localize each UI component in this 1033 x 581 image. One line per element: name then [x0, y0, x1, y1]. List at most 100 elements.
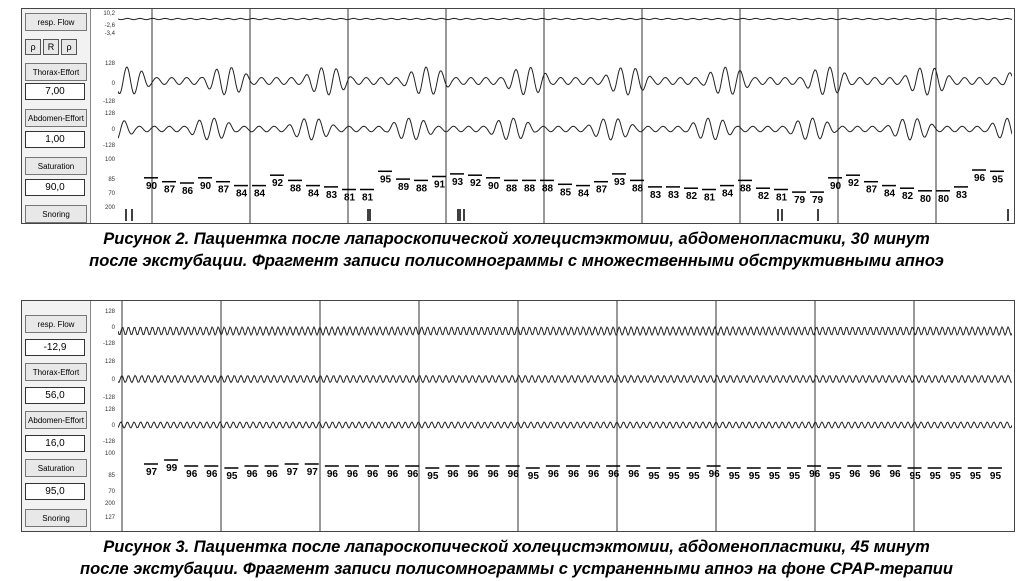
caption-line: Рисунок 2. Пациентка после лапароскопиче…: [103, 230, 930, 248]
saturation-value: 96: [467, 469, 479, 480]
scale-tick-label: -128: [102, 143, 115, 149]
signal-trace-resp-flow: [118, 17, 1012, 21]
saturation-value: 80: [920, 194, 932, 205]
channel-label-snoring[interactable]: Snoring: [25, 509, 87, 527]
channel-label-abdomen[interactable]: Abdomen-Effort: [25, 411, 87, 429]
saturation-value: 82: [758, 191, 770, 202]
polysomnogram-panel-1: resp. Flow ρ R ρ Thorax-Effort 7,00 Abdo…: [21, 8, 1015, 224]
saturation-value: 96: [367, 469, 379, 480]
saturation-value: 96: [407, 469, 419, 480]
scale-tick-label: 0: [111, 423, 115, 429]
figure-3-caption: Рисунок 3. Пациентка после лапароскопиче…: [0, 536, 1033, 580]
saturation-value: 97: [287, 467, 299, 478]
saturation-value: 95: [829, 471, 841, 482]
saturation-value: 96: [387, 469, 399, 480]
channel-label-abdomen[interactable]: Abdomen-Effort: [25, 109, 87, 127]
saturation-value: 96: [347, 469, 359, 480]
saturation-value: 81: [362, 193, 374, 204]
saturation-value: 90: [200, 181, 212, 192]
toolbar-1: ρ R ρ: [25, 39, 77, 55]
scale-tick-label: 128: [104, 309, 115, 315]
saturation-value: 96: [889, 469, 901, 480]
scale-tick-label: 85: [108, 177, 115, 183]
value-thorax: 56,0: [25, 387, 85, 404]
saturation-value: 88: [740, 183, 752, 194]
saturation-value: 96: [608, 469, 620, 480]
reset-button[interactable]: R: [43, 39, 59, 55]
saturation-value: 95: [226, 471, 238, 482]
saturation-value: 96: [267, 469, 279, 480]
saturation-value: 95: [910, 471, 922, 482]
saturation-value: 79: [794, 195, 806, 206]
saturation-value: 95: [668, 471, 680, 482]
saturation-value: 81: [776, 193, 788, 204]
saturation-value: 95: [729, 471, 741, 482]
caption-line: после экстубации. Фрагмент записи полисо…: [89, 252, 944, 270]
saturation-value: 87: [218, 185, 230, 196]
saturation-value: 96: [974, 173, 986, 184]
scale-tick-label: 70: [108, 489, 115, 495]
saturation-value: 95: [648, 471, 660, 482]
value-thorax: 7,00: [25, 83, 85, 100]
scale-tick-label: -128: [102, 439, 115, 445]
saturation-value: 84: [884, 189, 896, 200]
saturation-value: 93: [614, 177, 626, 188]
saturation-value: 83: [650, 190, 662, 201]
scale-tick-label: 128: [104, 359, 115, 365]
saturation-value: 83: [956, 190, 968, 201]
zoom-out-icon[interactable]: ρ: [61, 39, 77, 55]
signal-traces-1: 90 87 86 90 87 84 84 92 88 84 83 81 81 95 89 88 91 93 92 90…: [118, 9, 1012, 223]
saturation-value: 84: [722, 189, 734, 200]
scale-ticks-2: 128 0 -128 128 0 -128 128 0 -128 100 85 70 200 127: [91, 301, 117, 531]
polysomnogram-panel-2: resp. Flow -12,9 Thorax-Effort 56,0 Abdo…: [21, 300, 1015, 532]
saturation-value: 82: [902, 191, 914, 202]
saturation-value: 84: [236, 189, 248, 200]
saturation-value: 90: [488, 181, 500, 192]
saturation-value: 81: [344, 193, 356, 204]
saturation-value: 86: [182, 186, 194, 197]
zoom-in-icon[interactable]: ρ: [25, 39, 41, 55]
saturation-value: 95: [992, 174, 1004, 185]
saturation-value: 96: [488, 469, 500, 480]
saturation-value: 89: [398, 182, 410, 193]
signal-trace-resp-flow: [118, 325, 1012, 337]
channel-label-saturation[interactable]: Saturation: [25, 157, 87, 175]
channel-label-resp-flow[interactable]: resp. Flow: [25, 13, 87, 31]
saturation-value: 92: [848, 178, 860, 189]
channel-label-saturation[interactable]: Saturation: [25, 459, 87, 477]
channel-label-resp-flow[interactable]: resp. Flow: [25, 315, 87, 333]
saturation-value: 87: [866, 185, 878, 196]
channel-label-snoring[interactable]: Snoring: [25, 205, 87, 223]
saturation-value: 79: [812, 195, 824, 206]
scale-tick-label: -128: [102, 395, 115, 401]
scale-tick-label: 85: [108, 473, 115, 479]
saturation-value: 88: [416, 183, 428, 194]
saturation-value: 95: [749, 471, 761, 482]
saturation-value: 80: [938, 194, 950, 205]
saturation-value: 95: [990, 471, 1002, 482]
scale-tick-label: 0: [111, 325, 115, 331]
figure-2-caption: Рисунок 2. Пациентка после лапароскопиче…: [0, 228, 1033, 272]
scale-tick-label: 128: [104, 111, 115, 117]
scale-tick-label: 128: [104, 61, 115, 67]
saturation-value: 95: [789, 471, 801, 482]
scale-tick-label: 0: [111, 127, 115, 133]
saturation-value: 96: [709, 469, 721, 480]
scale-tick-label: -3,4: [104, 31, 115, 37]
saturation-value: 96: [246, 469, 258, 480]
scale-tick-label: 200: [104, 501, 115, 507]
saturation-value: 82: [686, 191, 698, 202]
channel-label-thorax[interactable]: Thorax-Effort: [25, 363, 87, 381]
signal-traces-2: 97 99 96 96 95 96 96 97 97 96 96 96 96 96 95 96 96 96 96 95…: [118, 301, 1012, 531]
saturation-value: 84: [578, 189, 590, 200]
scale-tick-label: 100: [104, 451, 115, 457]
saturation-value: 88: [542, 183, 554, 194]
value-saturation: 95,0: [25, 483, 85, 500]
saturation-value: 83: [668, 190, 680, 201]
scale-tick-label: 100: [104, 157, 115, 163]
saturation-value: 96: [206, 469, 218, 480]
channel-label-thorax[interactable]: Thorax-Effort: [25, 63, 87, 81]
saturation-value: 92: [470, 178, 482, 189]
scale-tick-label: 128: [104, 407, 115, 413]
saturation-value: 92: [272, 178, 284, 189]
